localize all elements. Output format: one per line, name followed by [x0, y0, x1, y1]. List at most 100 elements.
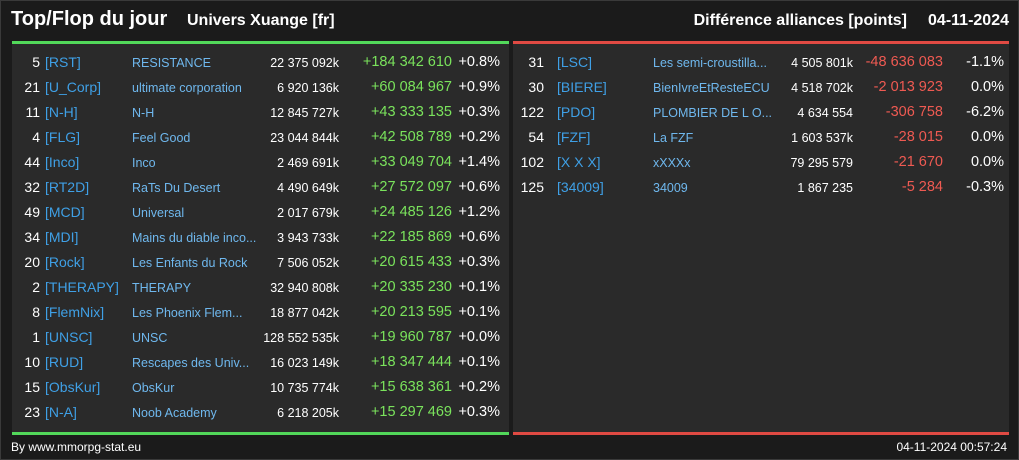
- alliance-name-link[interactable]: Noob Academy: [132, 406, 217, 420]
- alliance-name-link[interactable]: xXXXx: [653, 156, 691, 170]
- header: Top/Flop du jour Univers Xuange [fr] Dif…: [1, 1, 1019, 41]
- alliance-tag-link[interactable]: [N-A]: [45, 404, 77, 420]
- top-row: 23 [N-A] Noob Academy 6 218 205k +15 297 469…: [12, 400, 509, 425]
- alliance-tag-link[interactable]: [34009]: [557, 179, 604, 195]
- alliance-tag-link[interactable]: [LSC]: [557, 54, 593, 70]
- alliance-tag-link[interactable]: [N-H]: [45, 104, 78, 120]
- alliance-points: 1 603 537k: [791, 131, 853, 145]
- percent-change: +0.2%: [458, 129, 500, 145]
- alliance-rank: 54: [528, 129, 544, 145]
- alliance-tag-link[interactable]: [X X X]: [557, 154, 601, 170]
- points-difference: +18 347 444: [370, 354, 452, 370]
- alliance-points: 6 218 205k: [277, 406, 339, 420]
- alliance-name-link[interactable]: Les semi-croustilla...: [653, 56, 767, 70]
- flop-panel: 31 [LSC] Les semi-croustilla... 4 505 801k -…: [513, 41, 1009, 435]
- alliance-points: 2 017 679k: [277, 206, 339, 220]
- alliance-name-link[interactable]: RaTs Du Desert: [132, 181, 221, 195]
- percent-change: +0.6%: [458, 179, 500, 195]
- alliance-name-link[interactable]: THERAPY: [132, 281, 192, 295]
- alliance-points: 18 877 042k: [270, 306, 339, 320]
- points-difference: +20 213 595: [370, 304, 452, 320]
- flop-row: 54 [FZF] La FZF 1 603 537k -28 015 0.0%: [513, 125, 1009, 150]
- alliance-name-link[interactable]: Universal: [132, 206, 185, 220]
- alliance-name-link[interactable]: 34009: [653, 181, 688, 195]
- alliance-name-link[interactable]: PLOMBIER DE L O...: [653, 106, 773, 120]
- alliance-points: 4 505 801k: [791, 56, 853, 70]
- points-difference: -28 015: [893, 129, 943, 145]
- alliance-name-link[interactable]: Feel Good: [132, 131, 191, 145]
- alliance-name-link[interactable]: Inco: [132, 156, 156, 170]
- page-title: Top/Flop du jour: [11, 8, 168, 30]
- alliance-rank: 1: [32, 329, 40, 345]
- alliance-tag-link[interactable]: [THERAPY]: [45, 279, 119, 295]
- alliance-rank: 102: [520, 154, 544, 170]
- alliance-tag-link[interactable]: [RUD]: [45, 354, 84, 370]
- top-row: 44 [Inco] Inco 2 469 691k +33 049 704 +1.4%: [12, 150, 509, 175]
- alliance-name-link[interactable]: RESISTANCE: [132, 56, 211, 70]
- alliance-tag-link[interactable]: [FLG]: [45, 129, 81, 145]
- alliance-tag-link[interactable]: [PDO]: [557, 104, 596, 120]
- alliance-rank: 8: [32, 304, 40, 320]
- percent-change: +0.1%: [458, 279, 500, 295]
- alliance-rank: 15: [24, 379, 40, 395]
- alliance-tag-link[interactable]: [Inco]: [45, 154, 80, 170]
- alliance-name-link[interactable]: BienIvreEtResteECU: [653, 81, 770, 95]
- alliance-name-link[interactable]: Rescapes des Univ...: [132, 356, 250, 370]
- percent-change: +0.3%: [458, 404, 500, 420]
- flop-row: 125 [34009] 34009 1 867 235 -5 284 -0.3%: [513, 175, 1009, 200]
- points-difference: -48 636 083: [865, 54, 943, 70]
- alliance-name-link[interactable]: Les Enfants du Rock: [132, 256, 248, 270]
- alliance-name-link[interactable]: N-H: [132, 106, 155, 120]
- top-row: 49 [MCD] Universal 2 017 679k +24 485 126 +1.…: [12, 200, 509, 225]
- universe-subtitle: Univers Xuange [fr]: [187, 12, 335, 29]
- alliance-points: 79 295 579: [790, 156, 853, 170]
- percent-change: +0.9%: [458, 79, 500, 95]
- alliance-tag-link[interactable]: [ObsKur]: [45, 379, 101, 395]
- alliance-tag-link[interactable]: [MCD]: [45, 204, 85, 220]
- alliance-rank: 2: [32, 279, 40, 295]
- percent-change: 0.0%: [970, 129, 1004, 145]
- top-row: 1 [UNSC] UNSC 128 552 535k +19 960 787 +0.0%: [12, 325, 509, 350]
- alliance-tag-link[interactable]: [FlemNix]: [45, 304, 105, 320]
- footer-credit-link[interactable]: By www.mmorpg-stat.eu: [11, 440, 142, 454]
- flop-row: 31 [LSC] Les semi-croustilla... 4 505 801k -…: [513, 50, 1009, 75]
- alliance-tag-link[interactable]: [MDI]: [45, 229, 79, 245]
- points-difference: +20 615 433: [370, 254, 452, 270]
- alliance-points: 23 044 844k: [270, 131, 339, 145]
- alliance-rank: 21: [24, 79, 40, 95]
- points-difference: +43 333 135: [370, 104, 452, 120]
- alliance-name-link[interactable]: ultimate corporation: [132, 81, 242, 95]
- alliance-points: 16 023 149k: [270, 356, 339, 370]
- points-difference: -5 284: [901, 179, 943, 195]
- alliance-rank: 122: [520, 104, 544, 120]
- top-row: 20 [Rock] Les Enfants du Rock 7 506 052k +20…: [12, 250, 509, 275]
- points-difference: +27 572 097: [370, 179, 452, 195]
- alliance-tag-link[interactable]: [RST]: [45, 54, 81, 70]
- alliance-tag-link[interactable]: [Rock]: [45, 254, 85, 270]
- alliance-tag-link[interactable]: [UNSC]: [45, 329, 93, 345]
- alliance-points: 12 845 727k: [270, 106, 339, 120]
- points-difference: +33 049 704: [370, 154, 452, 170]
- percent-change: 0.0%: [970, 154, 1004, 170]
- alliance-rank: 31: [528, 54, 544, 70]
- top-row: 8 [FlemNix] Les Phoenix Flem... 18 877 042k…: [12, 300, 509, 325]
- alliance-points: 1 867 235: [797, 181, 853, 195]
- alliance-tag-link[interactable]: [FZF]: [557, 129, 591, 145]
- alliance-name-link[interactable]: UNSC: [132, 331, 168, 345]
- points-difference: +22 185 869: [370, 229, 452, 245]
- flop-row: 122 [PDO] PLOMBIER DE L O... 4 634 554 -306 …: [513, 100, 1009, 125]
- points-difference: +20 335 230: [370, 279, 452, 295]
- alliance-tag-link[interactable]: [U_Corp]: [45, 79, 102, 95]
- percent-change: +0.1%: [458, 354, 500, 370]
- top-list: 5 [RST] RESISTANCE 22 375 092k +184 342 610 +…: [12, 50, 509, 425]
- alliance-name-link[interactable]: La FZF: [653, 131, 694, 145]
- alliance-name-link[interactable]: ObsKur: [132, 381, 175, 395]
- percent-change: +0.3%: [458, 104, 500, 120]
- alliance-name-link[interactable]: Les Phoenix Flem...: [132, 306, 243, 320]
- alliance-name-link[interactable]: Mains du diable inco...: [132, 231, 257, 245]
- top-row: 5 [RST] RESISTANCE 22 375 092k +184 342 610 +…: [12, 50, 509, 75]
- alliance-tag-link[interactable]: [BIERE]: [557, 79, 607, 95]
- flop-list: 31 [LSC] Les semi-croustilla... 4 505 801k -…: [513, 50, 1009, 200]
- alliance-tag-link[interactable]: [RT2D]: [45, 179, 90, 195]
- alliance-rank: 44: [24, 154, 40, 170]
